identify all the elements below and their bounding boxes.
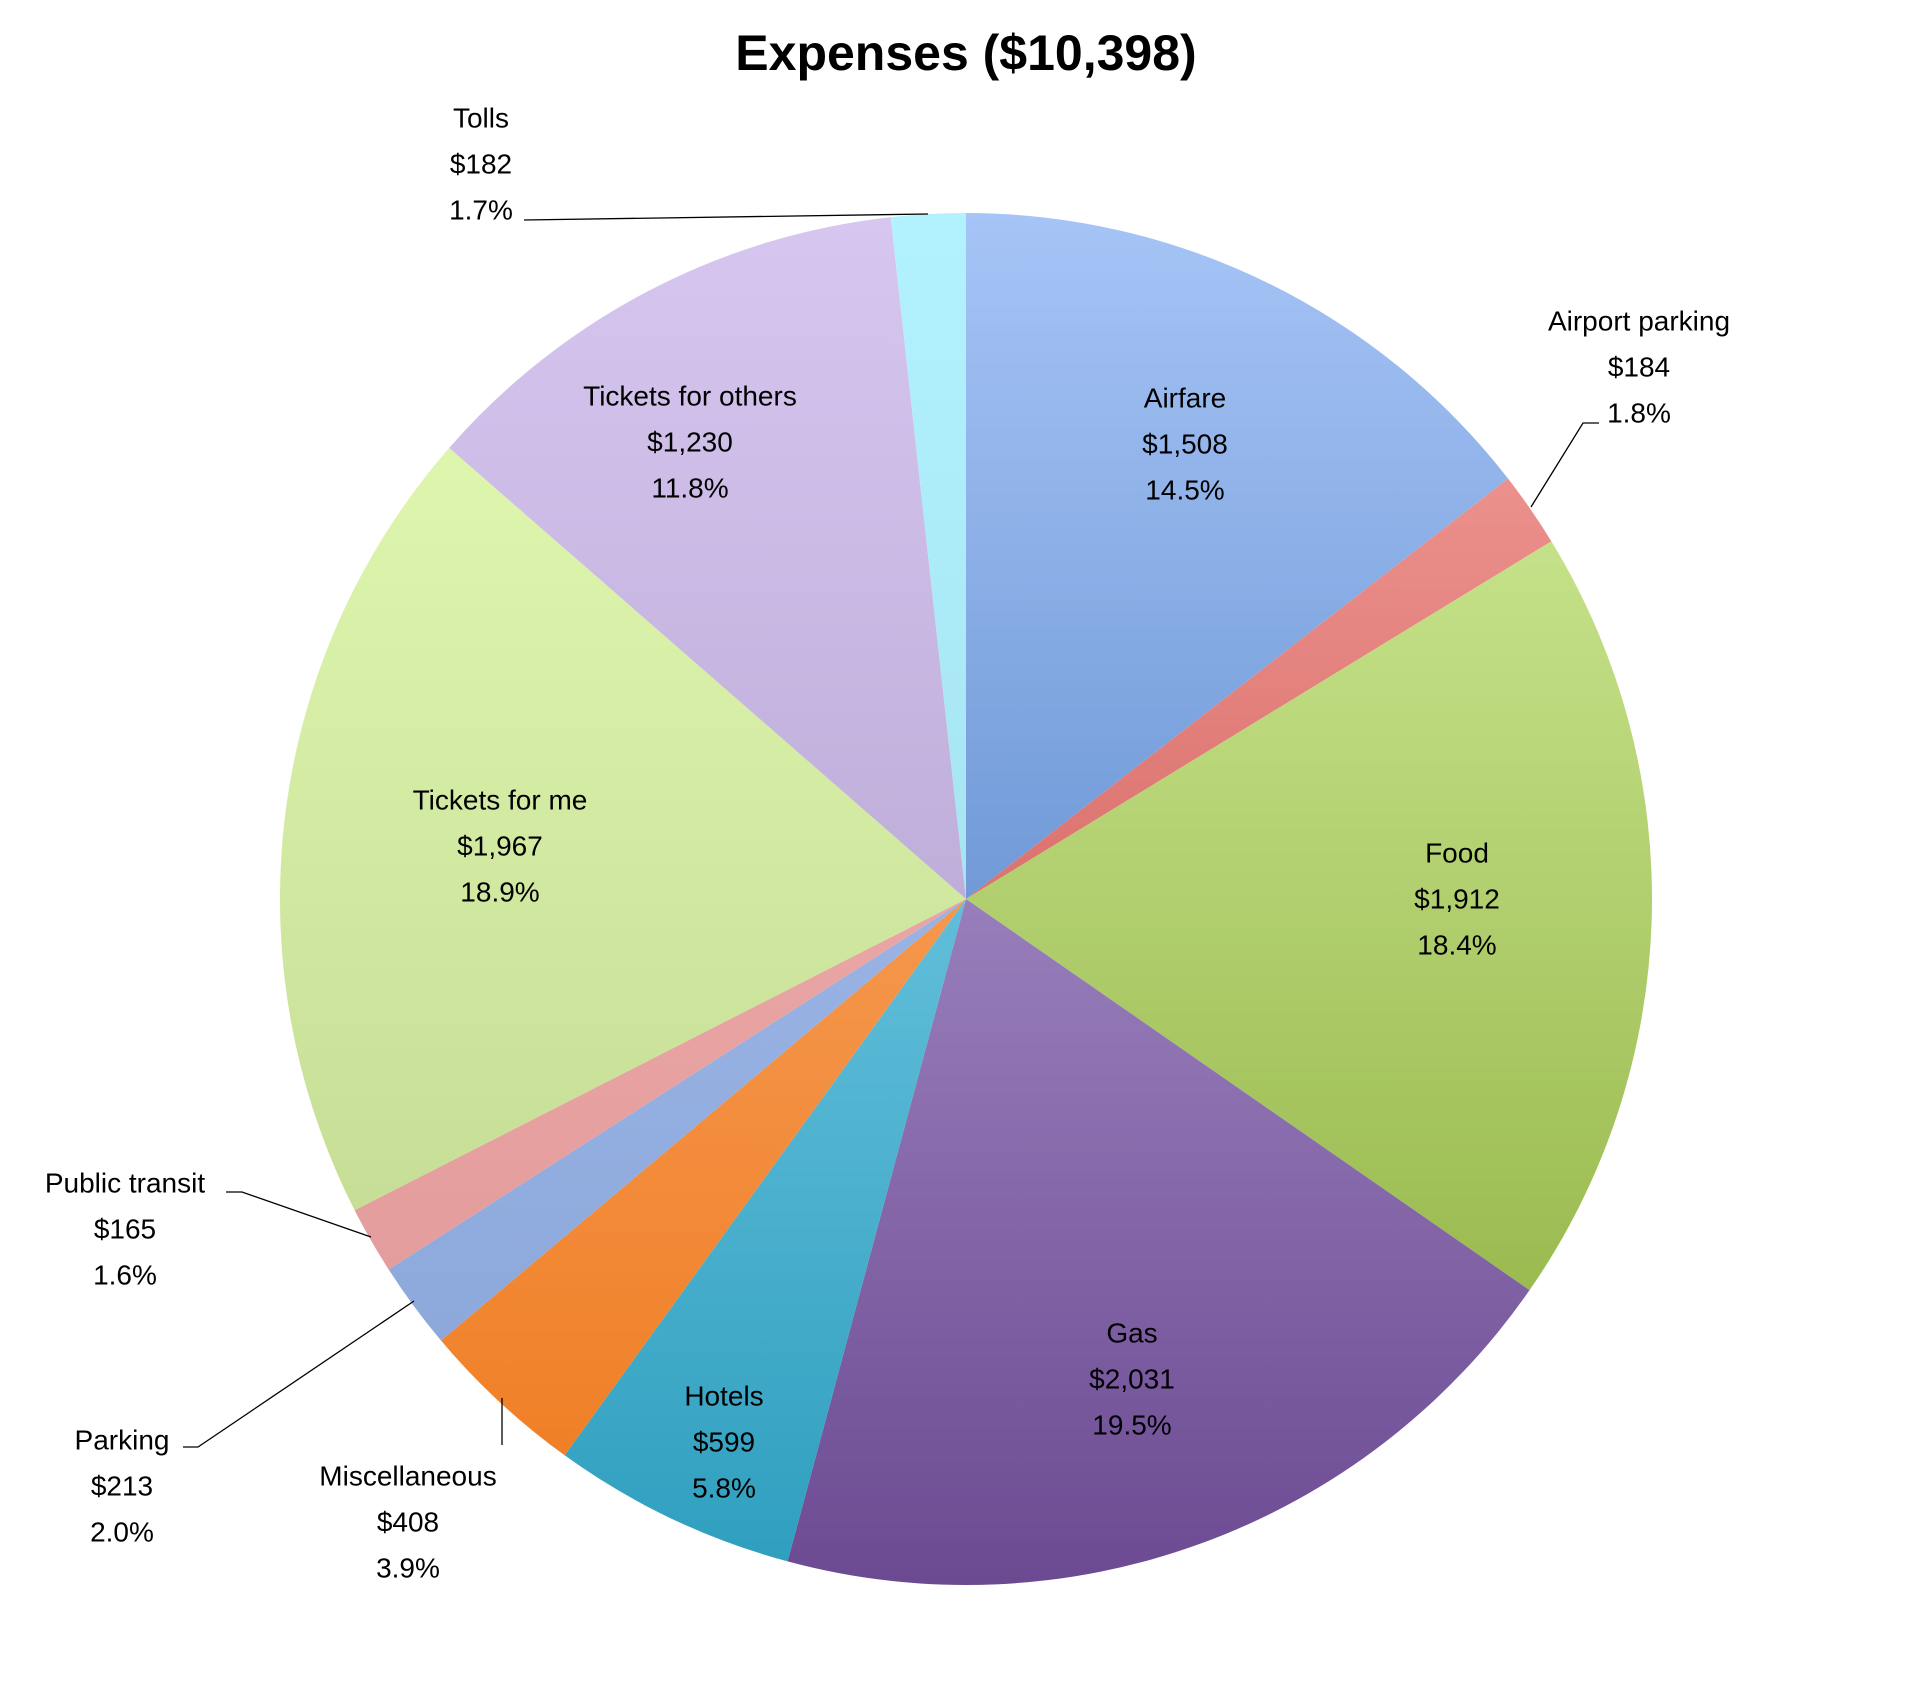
slice-value-label: $165: [94, 1213, 156, 1244]
slice-value-label: $213: [91, 1470, 153, 1501]
slice-value-label: $184: [1608, 351, 1670, 382]
slice-value-label: $182: [450, 148, 512, 179]
slice-percent-label: 11.8%: [651, 472, 728, 503]
leader-line-tolls: [523, 213, 929, 221]
slice-name-label: Gas: [1106, 1317, 1157, 1348]
leader-line-public-transit: [226, 1191, 372, 1238]
slice-food: [966, 541, 1652, 1291]
slice-value-label: $1,230: [647, 426, 733, 457]
slice-airfare: [966, 213, 1509, 899]
slice-percent-label: 18.4%: [1417, 929, 1496, 960]
slice-name-label: Miscellaneous: [319, 1460, 496, 1491]
slice-name-label: Tolls: [453, 102, 509, 133]
slice-percent-label: 2.0%: [90, 1516, 154, 1547]
slice-name-label: Airfare: [1144, 382, 1226, 413]
slice-percent-label: 1.7%: [449, 194, 513, 225]
slice-value-label: $1,508: [1142, 428, 1228, 459]
slice-percent-label: 18.9%: [460, 876, 539, 907]
slice-name-label: Public transit: [45, 1167, 206, 1198]
slice-tickets-for-others: [449, 217, 966, 900]
slice-name-label: Tickets for others: [583, 380, 797, 411]
slice-name-label: Airport parking: [1548, 305, 1730, 336]
slice-name-label: Parking: [75, 1424, 170, 1455]
slice-value-label: $1,967: [457, 830, 543, 861]
slice-miscellaneous: [440, 899, 967, 1456]
slice-percent-label: 3.9%: [376, 1552, 440, 1583]
chart-title: Expenses ($10,398): [735, 25, 1196, 81]
slice-value-label: $408: [377, 1506, 439, 1537]
leader-line-parking: [183, 1300, 415, 1448]
slice-public-transit: [354, 899, 966, 1270]
slice-tolls: [890, 213, 966, 899]
slice-value-label: $2,031: [1089, 1363, 1175, 1394]
leader-line-airport-parking: [1530, 422, 1599, 508]
slice-parking: [388, 899, 967, 1341]
leader-lines: [183, 213, 1599, 1448]
pie-slices: [280, 213, 1652, 1585]
slice-percent-label: 1.8%: [1607, 397, 1671, 428]
slice-percent-label: 5.8%: [692, 1472, 756, 1503]
slice-gas: [787, 899, 1530, 1585]
slice-name-label: Food: [1425, 837, 1489, 868]
slice-percent-label: 14.5%: [1145, 474, 1224, 505]
slice-value-label: $1,912: [1414, 883, 1500, 914]
slice-name-label: Hotels: [684, 1380, 763, 1411]
slice-labels: Airfare $1,508 14.5% Airport parking $184 1.8…: [45, 102, 1730, 1583]
slice-percent-label: 1.6%: [93, 1259, 157, 1290]
slice-percent-label: 19.5%: [1092, 1409, 1171, 1440]
slice-value-label: $599: [693, 1426, 755, 1457]
slice-name-label: Tickets for me: [413, 784, 588, 815]
slice-airport-parking: [966, 478, 1552, 899]
slice-tickets-for-me: [280, 447, 966, 1211]
slice-hotels: [564, 899, 966, 1562]
